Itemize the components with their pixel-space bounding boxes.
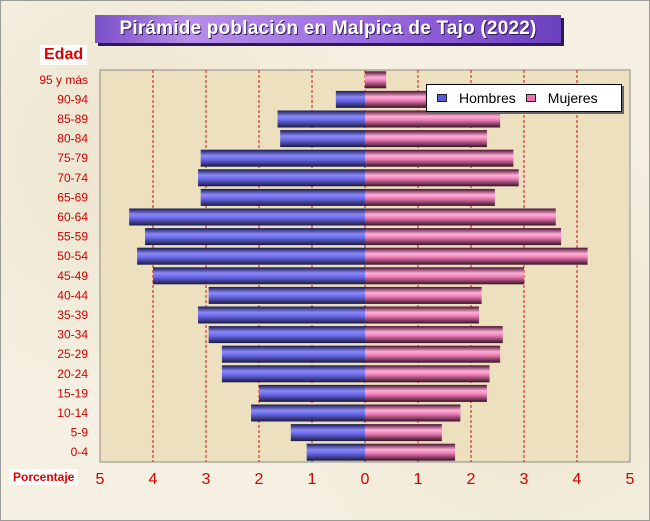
bar-hombres-3: [280, 130, 365, 148]
x-axis-label: Porcentaje: [9, 469, 79, 485]
bar-mujeres-8: [365, 228, 562, 246]
bar-hombres-11: [208, 286, 365, 304]
x-tick-label-5: 0: [361, 471, 370, 488]
y-tick-label-4: 75-79: [57, 151, 88, 165]
y-tick-label-18: 5-9: [71, 426, 89, 440]
bar-hombres-14: [221, 345, 365, 363]
bar-mujeres-19: [365, 443, 456, 461]
legend-item-mujeres: Mujeres: [525, 90, 598, 106]
legend-label-hombres: Hombres: [459, 90, 516, 106]
bar-mujeres-1: [365, 90, 432, 108]
y-tick-label-2: 85-89: [57, 112, 88, 126]
bar-mujeres-4: [365, 149, 514, 167]
bar-hombres-4: [200, 149, 365, 167]
bar-mujeres-5: [365, 169, 519, 187]
bar-hombres-8: [145, 228, 365, 246]
y-tick-label-1: 90-94: [57, 92, 88, 106]
bar-hombres-6: [200, 188, 365, 206]
bar-hombres-15: [221, 365, 365, 383]
y-tick-label-3: 80-84: [57, 132, 88, 146]
bar-hombres-13: [208, 326, 365, 344]
y-tick-label-8: 55-59: [57, 230, 88, 244]
bar-hombres-7: [129, 208, 365, 226]
bar-hombres-17: [251, 404, 365, 422]
bar-mujeres-18: [365, 424, 442, 442]
y-tick-label-7: 60-64: [57, 210, 88, 224]
x-tick-label-8: 3: [520, 471, 529, 488]
bar-mujeres-16: [365, 384, 487, 402]
bar-mujeres-15: [365, 365, 490, 383]
bar-hombres-5: [198, 169, 365, 187]
legend-label-mujeres: Mujeres: [547, 90, 598, 106]
x-tick-label-0: 5: [96, 471, 105, 488]
y-tick-label-14: 25-29: [57, 347, 88, 361]
y-tick-label-0: 95 y más: [39, 73, 88, 87]
legend: Hombres Mujeres: [426, 84, 622, 112]
y-tick-label-17: 10-14: [57, 406, 88, 420]
bar-mujeres-0: [365, 71, 387, 89]
y-tick-label-9: 50-54: [57, 249, 88, 263]
bar-mujeres-2: [365, 110, 501, 128]
x-tick-label-9: 4: [573, 471, 582, 488]
bar-mujeres-17: [365, 404, 461, 422]
legend-swatch-hombres: [437, 94, 447, 102]
x-tick-label-2: 3: [202, 471, 211, 488]
bar-mujeres-10: [365, 267, 524, 285]
bar-mujeres-12: [365, 306, 479, 324]
bar-hombres-9: [137, 247, 365, 265]
x-tick-label-6: 1: [414, 471, 423, 488]
bar-mujeres-13: [365, 326, 503, 344]
x-tick-label-7: 2: [467, 471, 476, 488]
bar-hombres-10: [153, 267, 365, 285]
y-tick-label-13: 30-34: [57, 328, 88, 342]
chart-title-box: Pirámide población en Malpica de Tajo (2…: [95, 15, 561, 43]
y-tick-label-19: 0-4: [71, 445, 89, 459]
y-tick-label-6: 65-69: [57, 190, 88, 204]
y-tick-label-5: 70-74: [57, 171, 88, 185]
bar-hombres-16: [259, 384, 365, 402]
chart-title: Pirámide población en Malpica de Tajo (2…: [119, 18, 537, 39]
x-tick-label-10: 5: [626, 471, 635, 488]
bar-hombres-2: [277, 110, 365, 128]
bar-mujeres-11: [365, 286, 482, 304]
y-tick-label-10: 45-49: [57, 269, 88, 283]
bar-mujeres-9: [365, 247, 588, 265]
x-tick-label-3: 2: [255, 471, 264, 488]
y-tick-label-11: 40-44: [57, 288, 88, 302]
bar-mujeres-6: [365, 188, 495, 206]
bar-hombres-18: [290, 424, 365, 442]
y-tick-label-12: 35-39: [57, 308, 88, 322]
bar-hombres-19: [306, 443, 365, 461]
x-tick-label-4: 1: [308, 471, 317, 488]
legend-item-hombres: Hombres: [437, 90, 516, 106]
bar-mujeres-14: [365, 345, 501, 363]
bar-mujeres-3: [365, 130, 487, 148]
y-tick-label-15: 20-24: [57, 367, 88, 381]
x-tick-label-1: 4: [149, 471, 158, 488]
bar-hombres-1: [335, 90, 365, 108]
bar-hombres-12: [198, 306, 365, 324]
y-tick-label-16: 15-19: [57, 386, 88, 400]
bar-mujeres-7: [365, 208, 556, 226]
y-axis-label: Edad: [40, 45, 88, 65]
legend-swatch-mujeres: [525, 94, 536, 102]
